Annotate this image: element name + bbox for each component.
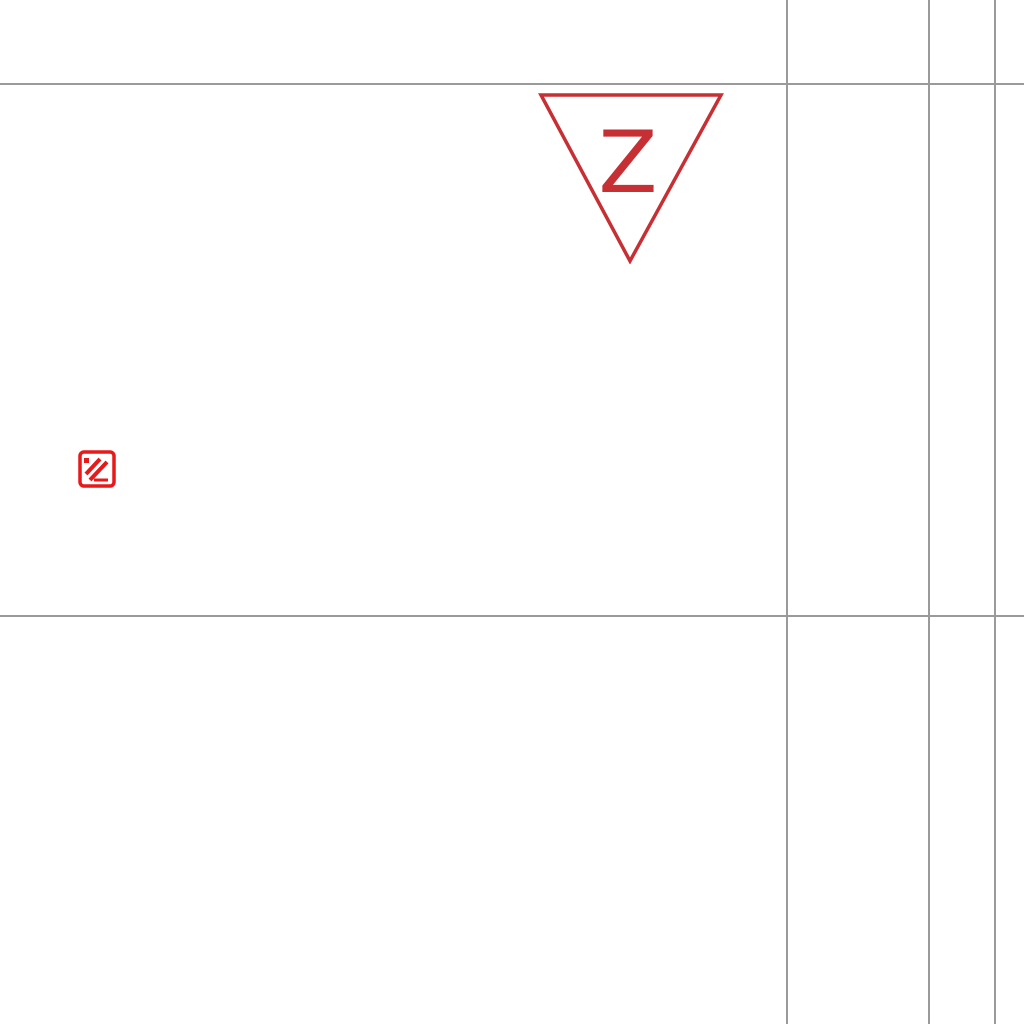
- grid-line-horizontal-bottom: [0, 615, 1024, 617]
- grid-line-vertical-3: [994, 0, 996, 1024]
- edit-icon[interactable]: [78, 450, 116, 488]
- grid-line-vertical-1: [786, 0, 788, 1024]
- marker-label: Z: [599, 113, 658, 213]
- yield-triangle-marker[interactable]: Z: [538, 92, 724, 264]
- grid-line-vertical-2: [928, 0, 930, 1024]
- grid-line-horizontal-top: [0, 83, 1024, 85]
